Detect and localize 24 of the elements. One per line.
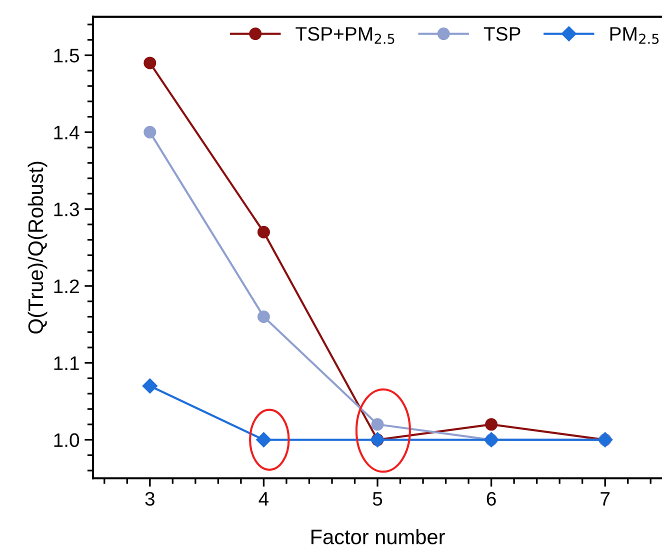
x-axis-title: Factor number <box>311 529 445 544</box>
point <box>144 126 156 138</box>
x-tick-label: 4 <box>258 492 269 506</box>
y-axis-title: Q(True)/Q(Robust) <box>28 162 48 334</box>
x-tick-label: 5 <box>372 492 382 506</box>
legend-label: TSP+PM$_{2.5}$ <box>296 27 394 44</box>
x-tick-label: 3 <box>145 492 154 506</box>
x-tick-label: 7 <box>600 492 610 506</box>
legend-label: TSP <box>484 27 520 41</box>
y-tick-label: 1.5 <box>54 48 80 62</box>
point <box>257 226 270 238</box>
point <box>371 418 384 431</box>
point <box>256 432 272 448</box>
point <box>142 378 158 394</box>
y-tick-label: 1.2 <box>54 279 79 294</box>
y-tick-label: 1.1 <box>54 356 79 370</box>
point <box>144 56 156 70</box>
x-tick-label: 6 <box>486 492 496 506</box>
point <box>257 310 270 323</box>
y-tick-label: 1.4 <box>54 126 80 140</box>
legend-label: PM$_{2.5}$ <box>610 27 659 44</box>
y-tick-label: 1.3 <box>54 202 79 216</box>
y-tick-label: 1.0 <box>54 433 80 448</box>
point <box>485 418 498 431</box>
